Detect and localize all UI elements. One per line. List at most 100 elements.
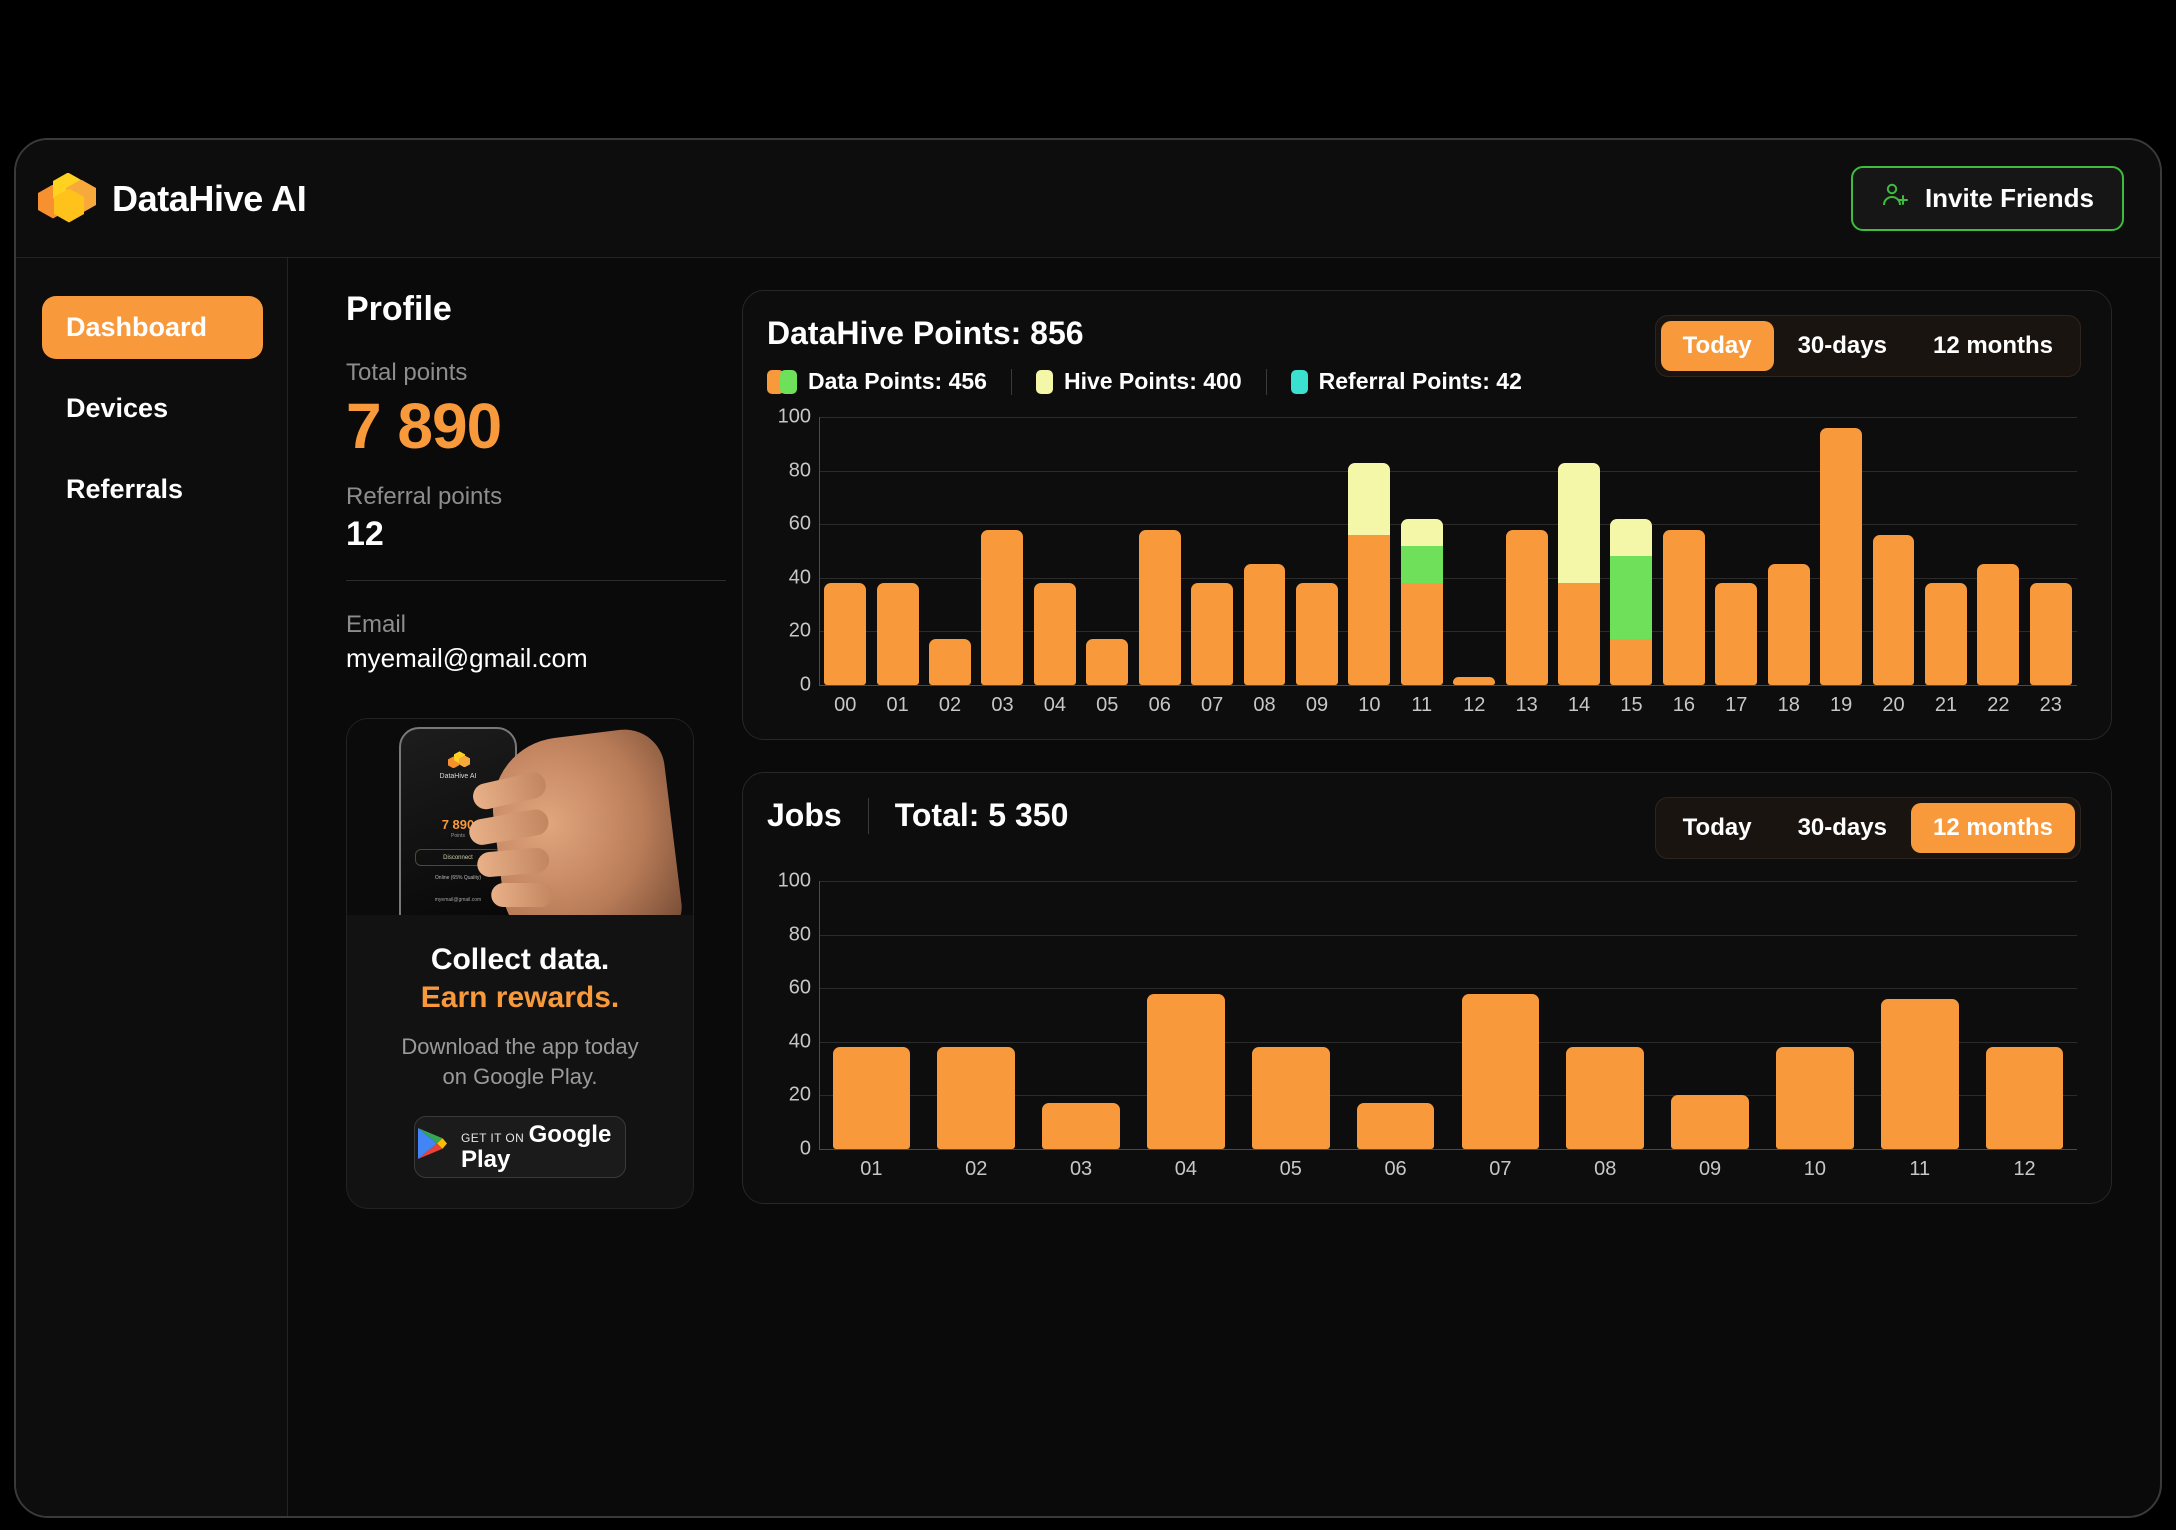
- bar[interactable]: [1880, 881, 1959, 1149]
- y-axis-tick: 40: [788, 566, 811, 589]
- points-toggle-today[interactable]: Today: [1660, 321, 1774, 371]
- bar[interactable]: [981, 417, 1024, 685]
- points-toggle-30-days[interactable]: 30-days: [1797, 332, 1887, 359]
- bar[interactable]: [1400, 417, 1443, 685]
- bar[interactable]: [1820, 417, 1863, 685]
- sidebar: Dashboard Devices Referrals: [16, 258, 288, 1516]
- datahive-points-card: DataHive Points: 856 Data Points: 456: [742, 290, 2112, 740]
- bar[interactable]: [2029, 417, 2072, 685]
- bar-segment: [1461, 993, 1540, 1149]
- promo-card[interactable]: DataHive AI 7 890 Points Disconnect Onli…: [346, 718, 694, 1209]
- bar[interactable]: [929, 417, 971, 685]
- bar[interactable]: [1776, 881, 1854, 1149]
- google-play-button[interactable]: GET IT ON Google Play: [414, 1115, 626, 1178]
- y-axis-tick: 20: [788, 1083, 811, 1106]
- x-axis-tick: 04: [1174, 1158, 1198, 1180]
- sidebar-item-referrals[interactable]: Referrals: [66, 474, 184, 504]
- jobs-bar-chart[interactable]: 0 20 40 60 80 100 01 02 03 04 05 06 07 08 09 10 11 12: [767, 870, 2081, 1181]
- content-area: Profile Total points 7 890 Referral poin…: [288, 258, 2160, 1516]
- x-axis-tick: 11: [1909, 1158, 1931, 1180]
- bar[interactable]: [1505, 417, 1548, 685]
- bar[interactable]: [1662, 417, 1705, 685]
- x-axis-tick: 17: [1725, 694, 1748, 716]
- legend-item-referral-points: Referral Points: 42: [1290, 368, 1546, 395]
- bar-segment: [1356, 1103, 1435, 1149]
- profile-title: Profile: [346, 290, 452, 328]
- gridline: [819, 881, 2077, 882]
- brand: DataHive AI: [36, 171, 307, 227]
- x-axis-tick: 12: [1463, 694, 1486, 716]
- bar[interactable]: [1558, 417, 1600, 685]
- x-axis-tick: 10: [1358, 694, 1381, 716]
- points-bar-chart[interactable]: 0 20 40 60 80 100 00 01 02 03 04 05 06 07 08 09 10 11 12 13…: [767, 406, 2081, 717]
- bar[interactable]: [1086, 417, 1129, 685]
- bar[interactable]: [1985, 881, 2064, 1149]
- bar[interactable]: [876, 417, 919, 685]
- y-axis-tick: 40: [788, 1030, 811, 1053]
- points-card-header: DataHive Points: 856 Data Points: 456: [767, 315, 2081, 395]
- x-axis-tick: 15: [1620, 694, 1643, 716]
- sidebar-item-devices[interactable]: Devices: [66, 393, 169, 423]
- jobs-toggle-12-months[interactable]: 12 months: [1910, 803, 2075, 853]
- y-axis-tick: 80: [788, 923, 811, 946]
- x-axis-tick: 19: [1829, 694, 1853, 716]
- bar[interactable]: [1251, 881, 1330, 1149]
- bar[interactable]: [1042, 881, 1120, 1149]
- bar-segment: [1191, 583, 1234, 685]
- bar-segment: [1767, 564, 1810, 685]
- bar[interactable]: [832, 881, 911, 1149]
- y-axis-tick: 100: [777, 869, 811, 892]
- x-axis-tick: 06: [1148, 694, 1171, 716]
- x-axis-line: [819, 1149, 2077, 1150]
- legend-label-referral-points: Referral Points: 42: [1318, 368, 1522, 394]
- bar[interactable]: [1356, 881, 1435, 1149]
- x-axis-tick: 05: [1096, 694, 1119, 716]
- bar[interactable]: [1767, 417, 1810, 685]
- jobs-toggle-today[interactable]: Today: [1682, 814, 1752, 841]
- bar[interactable]: [1566, 881, 1645, 1149]
- divider: [346, 580, 726, 582]
- invite-friends-button[interactable]: Invite Friends: [1850, 166, 2124, 231]
- points-range-toggle[interactable]: Today 30-days 12 months: [1654, 315, 2081, 377]
- bar[interactable]: [1610, 417, 1653, 685]
- bar[interactable]: [1033, 417, 1076, 685]
- jobs-toggle-30-days[interactable]: 30-days: [1797, 814, 1887, 841]
- bar[interactable]: [1191, 417, 1234, 685]
- x-axis-tick: 16: [1672, 694, 1695, 716]
- bar[interactable]: [1461, 881, 1540, 1149]
- bar-segment: [1880, 998, 1959, 1149]
- bar[interactable]: [1872, 417, 1915, 685]
- bar[interactable]: [1715, 417, 1758, 685]
- google-play-text: GET IT ON Google Play: [461, 1121, 625, 1172]
- y-axis-tick: 0: [799, 1137, 811, 1160]
- sidebar-item-dashboard[interactable]: Dashboard: [42, 296, 263, 359]
- bar-segment: [981, 529, 1024, 685]
- bar[interactable]: [824, 417, 867, 685]
- jobs-card-title: Jobs: [767, 797, 842, 833]
- bar-segment: [1820, 427, 1863, 685]
- bar-segment: [937, 1047, 1016, 1149]
- x-axis-tick: 11: [1411, 694, 1433, 716]
- x-axis-tick: 23: [2039, 694, 2062, 716]
- gridline: [819, 934, 2077, 936]
- bar[interactable]: [1453, 417, 1496, 685]
- x-axis-tick: 08: [1253, 694, 1276, 716]
- phone-email: myemail@gmail.com: [434, 897, 482, 904]
- bar[interactable]: [1147, 881, 1225, 1149]
- bar[interactable]: [937, 881, 1016, 1149]
- bar[interactable]: [1295, 417, 1338, 685]
- x-axis-tick: 06: [1384, 1158, 1407, 1180]
- bar[interactable]: [1977, 417, 2020, 685]
- bar[interactable]: [1138, 417, 1181, 685]
- x-axis-tick: 03: [991, 694, 1014, 716]
- legend-divider-1: [1010, 368, 1012, 395]
- bar[interactable]: [1924, 417, 1967, 685]
- bar[interactable]: [1348, 417, 1391, 685]
- jobs-range-toggle[interactable]: Today 30-days 12 months: [1654, 797, 2081, 859]
- points-toggle-12-months[interactable]: 12 months: [1932, 332, 2053, 359]
- promo-headline-1: Collect data.: [430, 943, 610, 977]
- bar-segment: [2029, 583, 2072, 685]
- bar[interactable]: [1671, 881, 1749, 1149]
- legend-item-hive-points: Hive Points: 400: [1035, 368, 1266, 395]
- bar[interactable]: [1243, 417, 1286, 685]
